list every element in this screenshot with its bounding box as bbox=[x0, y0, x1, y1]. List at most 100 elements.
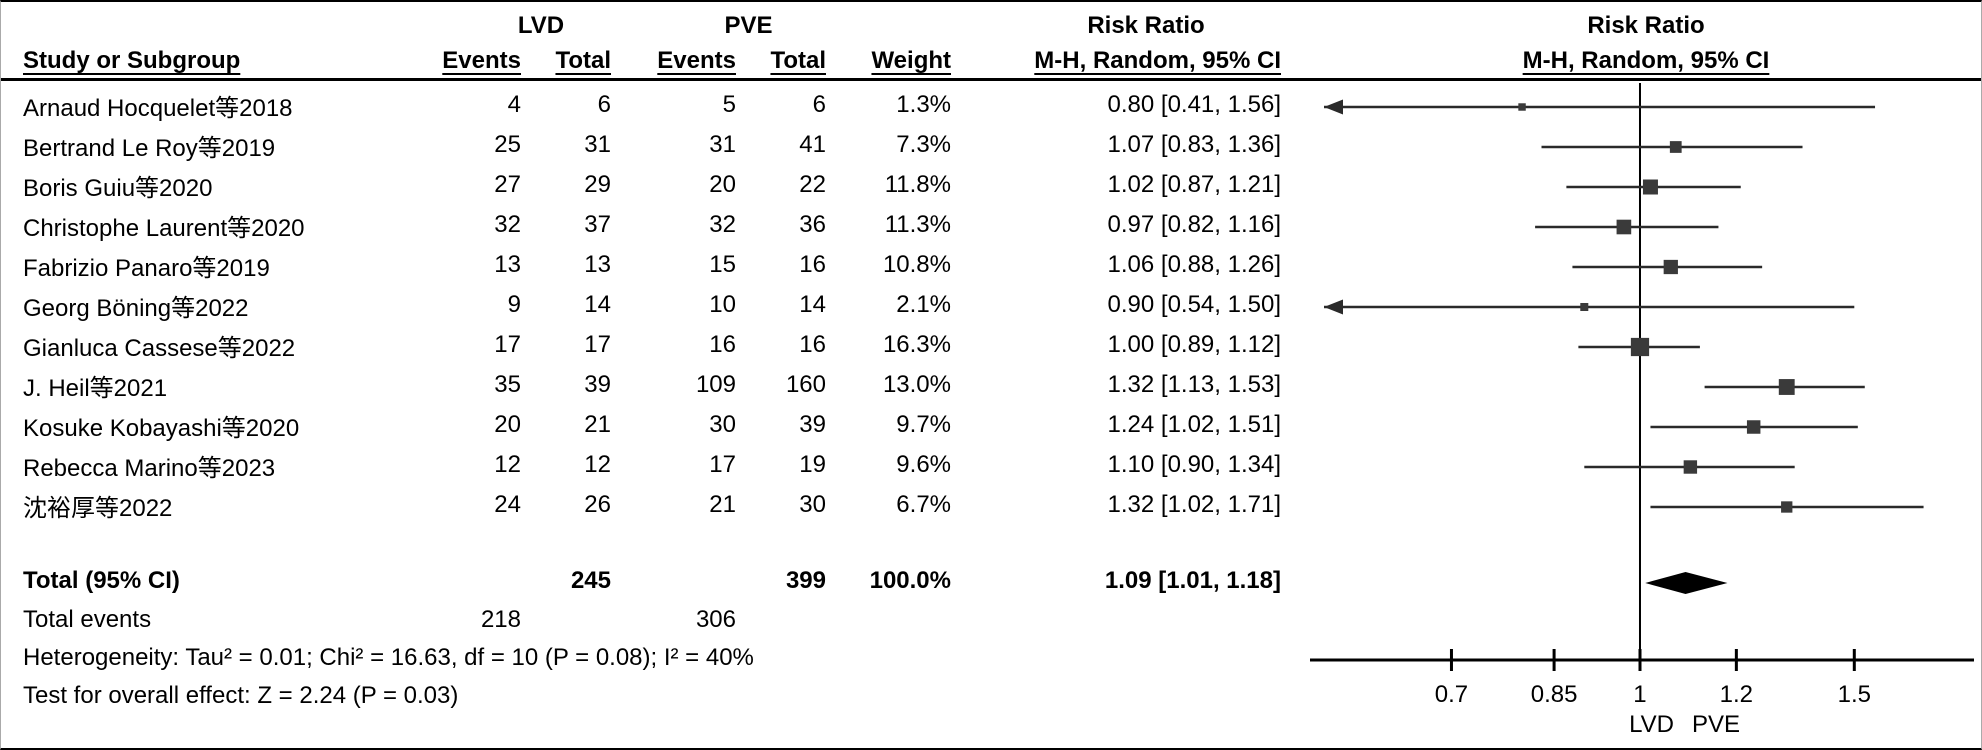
column-header-method-plot: M-H, Random, 95% CI bbox=[1522, 47, 1770, 74]
header-group-row: LVD PVE Risk Ratio Risk Ratio bbox=[1, 8, 1981, 44]
study-pve-total: 6 bbox=[812, 91, 826, 118]
study-pve-total: 160 bbox=[785, 371, 826, 398]
group-header-lvd: LVD bbox=[517, 12, 565, 39]
total-weight: 100.0% bbox=[869, 567, 951, 594]
study-weight: 13.0% bbox=[882, 371, 951, 398]
column-header-lvd-events: Events bbox=[442, 47, 521, 74]
study-pve-total: 22 bbox=[799, 171, 826, 198]
study-rows: Arnaud Hocquelet等2018 4 6 5 6 1.3% 0.80 … bbox=[1, 85, 1981, 525]
study-lvd-total: 26 bbox=[584, 491, 611, 518]
study-risk-ratio: 0.97 [0.82, 1.16] bbox=[1107, 211, 1281, 238]
study-lvd-events: 9 bbox=[507, 291, 521, 318]
header-divider-rule bbox=[1, 78, 1981, 81]
heterogeneity-text: Heterogeneity: Tau² = 0.01; Chi² = 16.63… bbox=[23, 644, 754, 671]
study-lvd-total: 12 bbox=[584, 451, 611, 478]
column-header-method-text: M-H, Random, 95% CI bbox=[1034, 47, 1281, 74]
study-name: Rebecca Marino等2023 bbox=[23, 454, 276, 482]
study-pve-events: 17 bbox=[709, 451, 736, 478]
study-weight: 16.3% bbox=[882, 331, 951, 358]
study-lvd-events: 4 bbox=[507, 91, 521, 118]
study-weight: 2.1% bbox=[896, 291, 951, 318]
study-pve-events: 5 bbox=[722, 91, 736, 118]
study-lvd-total: 39 bbox=[584, 371, 611, 398]
study-row: 沈裕厚等2022 24 26 21 30 6.7% 1.32 [1.02, 1.… bbox=[1, 485, 1981, 525]
study-pve-total: 36 bbox=[799, 211, 826, 238]
total-row: Total (95% CI) 245 399 100.0% 1.09 [1.01… bbox=[1, 561, 1981, 601]
study-lvd-total: 37 bbox=[584, 211, 611, 238]
study-pve-total: 39 bbox=[799, 411, 826, 438]
overall-effect-text: Test for overall effect: Z = 2.24 (P = 0… bbox=[23, 682, 459, 709]
study-name: Boris Guiu等2020 bbox=[23, 174, 213, 202]
study-risk-ratio: 1.07 [0.83, 1.36] bbox=[1107, 131, 1281, 158]
study-lvd-events: 27 bbox=[494, 171, 521, 198]
total-events-row: Total events 218 306 bbox=[1, 601, 1981, 639]
total-pve-total: 399 bbox=[785, 567, 826, 594]
study-pve-total: 30 bbox=[799, 491, 826, 518]
total-events-label: Total events bbox=[23, 606, 152, 633]
study-name: Arnaud Hocquelet等2018 bbox=[23, 94, 293, 122]
study-name: J. Heil等2021 bbox=[23, 374, 168, 402]
study-pve-total: 14 bbox=[799, 291, 826, 318]
study-name: Kosuke Kobayashi等2020 bbox=[23, 414, 300, 442]
study-name: Gianluca Cassese等2022 bbox=[23, 334, 296, 362]
study-risk-ratio: 1.32 [1.13, 1.53] bbox=[1107, 371, 1281, 398]
study-weight: 9.6% bbox=[896, 451, 951, 478]
study-pve-events: 31 bbox=[709, 131, 736, 158]
study-lvd-total: 31 bbox=[584, 131, 611, 158]
study-name: Christophe Laurent等2020 bbox=[23, 214, 305, 242]
study-pve-events: 15 bbox=[709, 251, 736, 278]
study-row: Boris Guiu等2020 27 29 20 22 11.8% 1.02 [… bbox=[1, 165, 1981, 205]
study-risk-ratio: 0.90 [0.54, 1.50] bbox=[1107, 291, 1281, 318]
study-pve-events: 109 bbox=[695, 371, 736, 398]
study-weight: 11.3% bbox=[884, 211, 951, 238]
study-lvd-events: 20 bbox=[494, 411, 521, 438]
study-weight: 11.8% bbox=[884, 171, 951, 198]
study-weight: 1.3% bbox=[896, 91, 951, 118]
total-events-lvd: 218 bbox=[480, 606, 521, 633]
study-row: Fabrizio Panaro等2019 13 13 15 16 10.8% 1… bbox=[1, 245, 1981, 285]
study-row: Kosuke Kobayashi等2020 20 21 30 39 9.7% 1… bbox=[1, 405, 1981, 445]
study-pve-events: 10 bbox=[709, 291, 736, 318]
study-lvd-total: 29 bbox=[584, 171, 611, 198]
study-name: Bertrand Le Roy等2019 bbox=[23, 134, 276, 162]
study-risk-ratio: 0.80 [0.41, 1.56] bbox=[1107, 91, 1281, 118]
total-risk-ratio: 1.09 [1.01, 1.18] bbox=[1104, 567, 1281, 594]
study-name: Georg Böning等2022 bbox=[23, 294, 249, 322]
study-lvd-total: 6 bbox=[597, 91, 611, 118]
study-row: Arnaud Hocquelet等2018 4 6 5 6 1.3% 0.80 … bbox=[1, 85, 1981, 125]
study-risk-ratio: 1.10 [0.90, 1.34] bbox=[1107, 451, 1281, 478]
total-label: Total (95% CI) bbox=[23, 567, 180, 594]
favours-left-label: LVD bbox=[1629, 711, 1674, 738]
study-lvd-events: 35 bbox=[494, 371, 521, 398]
study-weight: 7.3% bbox=[896, 131, 951, 158]
study-row: Christophe Laurent等2020 32 37 32 36 11.3… bbox=[1, 205, 1981, 245]
study-lvd-events: 12 bbox=[494, 451, 521, 478]
study-name: 沈裕厚等2022 bbox=[23, 494, 173, 522]
study-pve-total: 19 bbox=[799, 451, 826, 478]
study-weight: 9.7% bbox=[896, 411, 951, 438]
study-row: J. Heil等2021 35 39 109 160 13.0% 1.32 [1… bbox=[1, 365, 1981, 405]
column-header-study: Study or Subgroup bbox=[23, 47, 241, 74]
study-row: Georg Böning等2022 9 14 10 14 2.1% 0.90 [… bbox=[1, 285, 1981, 325]
column-header-pve-total: Total bbox=[770, 47, 826, 74]
study-name: Fabrizio Panaro等2019 bbox=[23, 254, 270, 282]
study-weight: 6.7% bbox=[896, 491, 951, 518]
total-events-pve: 306 bbox=[695, 606, 736, 633]
study-lvd-events: 13 bbox=[494, 251, 521, 278]
study-pve-total: 16 bbox=[799, 251, 826, 278]
study-pve-events: 32 bbox=[709, 211, 736, 238]
study-risk-ratio: 1.24 [1.02, 1.51] bbox=[1107, 411, 1281, 438]
group-header-risk-ratio-plot: Risk Ratio bbox=[1587, 12, 1705, 39]
study-pve-events: 21 bbox=[709, 491, 736, 518]
group-header-risk-ratio-text: Risk Ratio bbox=[1087, 12, 1205, 39]
study-row: Bertrand Le Roy等2019 25 31 31 41 7.3% 1.… bbox=[1, 125, 1981, 165]
study-lvd-events: 32 bbox=[494, 211, 521, 238]
study-lvd-total: 13 bbox=[584, 251, 611, 278]
study-pve-total: 16 bbox=[799, 331, 826, 358]
study-pve-total: 41 bbox=[799, 131, 826, 158]
study-row: Rebecca Marino等2023 12 12 17 19 9.6% 1.1… bbox=[1, 445, 1981, 485]
study-lvd-total: 14 bbox=[584, 291, 611, 318]
study-weight: 10.8% bbox=[882, 251, 951, 278]
favours-right-label: PVE bbox=[1692, 711, 1740, 738]
